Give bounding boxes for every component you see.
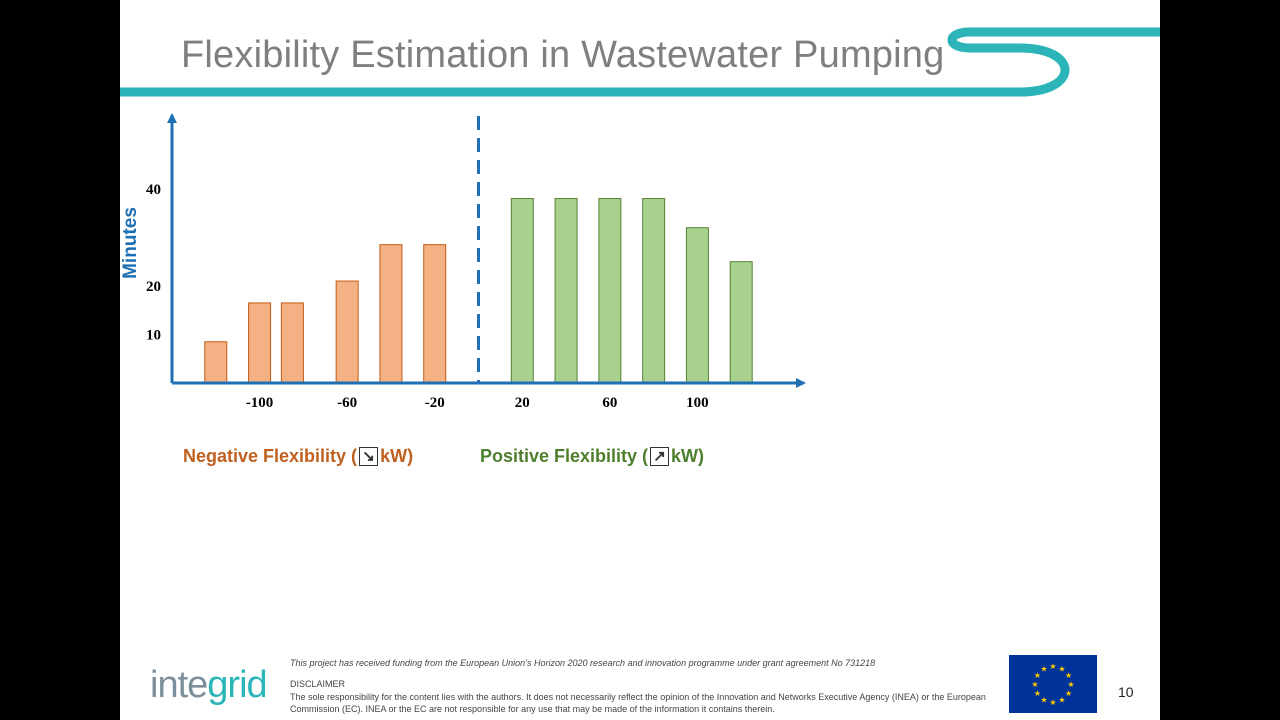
negative-bar: [335, 280, 359, 384]
eu-star-icon: ★: [1065, 671, 1072, 680]
negative-bar: [204, 341, 228, 384]
negative-bar: [248, 302, 272, 384]
logo-text-inte: inte: [150, 664, 208, 706]
logo-text-grid: grid: [207, 664, 267, 706]
eu-flag-icon: ★ ★ ★ ★ ★ ★ ★ ★ ★ ★ ★ ★: [1009, 655, 1097, 713]
legend-positive-unit: kW): [671, 446, 705, 466]
arrow-up-right-icon: ↗: [650, 447, 670, 466]
eu-star-icon: ★: [1065, 689, 1072, 698]
eu-star-icon: ★: [1049, 662, 1056, 671]
x-tick-label: 100: [686, 395, 709, 411]
eu-star-icon: ★: [1031, 680, 1038, 689]
eu-star-icon: ★: [1040, 664, 1047, 673]
negative-bar: [423, 244, 447, 384]
x-tick-label: 20: [515, 395, 530, 411]
negative-bar: [280, 302, 304, 384]
positive-bar: [510, 198, 534, 384]
y-tick-label: 20: [146, 279, 161, 295]
eu-star-icon: ★: [1034, 671, 1041, 680]
legend-negative-flexibility: Negative Flexibility ( ↘ kW): [183, 446, 413, 467]
eu-star-icon: ★: [1058, 696, 1065, 705]
x-tick-label: -20: [425, 395, 445, 411]
slide: Flexibility Estimation in Wastewater Pum…: [120, 0, 1160, 720]
title-swoosh-decoration: [120, 27, 1160, 97]
positive-bar: [642, 198, 666, 384]
positive-bar: [685, 227, 709, 384]
y-tick-label: 10: [146, 327, 161, 343]
flexibility-chart: 10 20 40 -100 -60 -20 20 60 100 Minutes: [120, 113, 806, 411]
legend-negative-unit: kW): [380, 446, 414, 466]
positive-bar: [554, 198, 578, 384]
positive-bar: [729, 261, 753, 384]
negative-bar: [379, 244, 403, 384]
legend-negative-text: Negative Flexibility (: [183, 446, 358, 466]
x-tick-label: -60: [337, 395, 357, 411]
page-number: 10: [1118, 684, 1134, 700]
integrid-logo: integrid: [150, 664, 268, 706]
y-axis-title: Minutes: [120, 207, 141, 279]
legend-positive-flexibility: Positive Flexibility ( ↗ kW): [480, 446, 704, 467]
eu-star-icon: ★: [1040, 696, 1047, 705]
positive-bar: [598, 198, 622, 384]
x-tick-label: 60: [602, 395, 617, 411]
legend-positive-text: Positive Flexibility (: [480, 446, 649, 466]
y-tick-label: 40: [146, 182, 161, 198]
slide-title: Flexibility Estimation in Wastewater Pum…: [181, 34, 945, 76]
arrow-down-right-icon: ↘: [359, 447, 379, 466]
disclaimer-text: The sole responsibility for the content …: [290, 692, 986, 714]
eu-star-icon: ★: [1049, 698, 1056, 707]
eu-star-icon: ★: [1067, 680, 1074, 689]
funding-notice: This project has received funding from t…: [290, 658, 876, 668]
x-tick-label: -100: [246, 395, 273, 411]
eu-star-icon: ★: [1058, 664, 1065, 673]
eu-star-icon: ★: [1034, 689, 1041, 698]
disclaimer-title: DISCLAIMER: [290, 679, 346, 689]
